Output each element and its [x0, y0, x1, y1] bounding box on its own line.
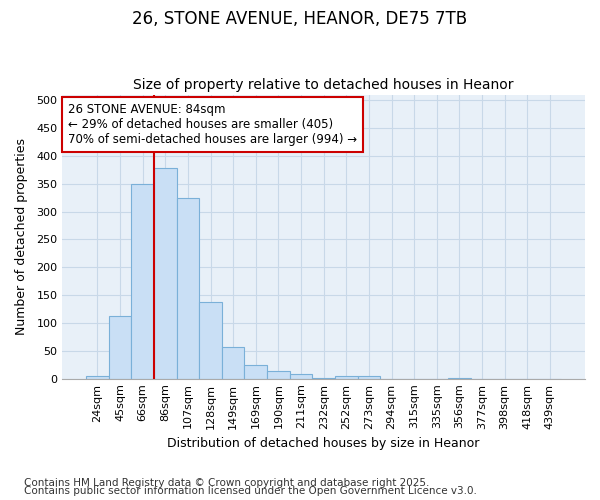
Bar [222, 347, 244, 378]
Bar [131, 184, 154, 378]
Bar [267, 371, 290, 378]
Bar [86, 376, 109, 378]
Bar [176, 198, 199, 378]
Y-axis label: Number of detached properties: Number of detached properties [15, 138, 28, 335]
Bar [358, 376, 380, 378]
Bar [244, 365, 267, 378]
Text: 26 STONE AVENUE: 84sqm
← 29% of detached houses are smaller (405)
70% of semi-de: 26 STONE AVENUE: 84sqm ← 29% of detached… [68, 103, 356, 146]
Text: Contains HM Land Registry data © Crown copyright and database right 2025.: Contains HM Land Registry data © Crown c… [24, 478, 430, 488]
Text: 26, STONE AVENUE, HEANOR, DE75 7TB: 26, STONE AVENUE, HEANOR, DE75 7TB [133, 10, 467, 28]
Bar [154, 168, 176, 378]
Text: Contains public sector information licensed under the Open Government Licence v3: Contains public sector information licen… [24, 486, 477, 496]
Bar [335, 376, 358, 378]
Bar [109, 316, 131, 378]
Title: Size of property relative to detached houses in Heanor: Size of property relative to detached ho… [133, 78, 514, 92]
Bar [199, 302, 222, 378]
X-axis label: Distribution of detached houses by size in Heanor: Distribution of detached houses by size … [167, 437, 480, 450]
Bar [290, 374, 313, 378]
